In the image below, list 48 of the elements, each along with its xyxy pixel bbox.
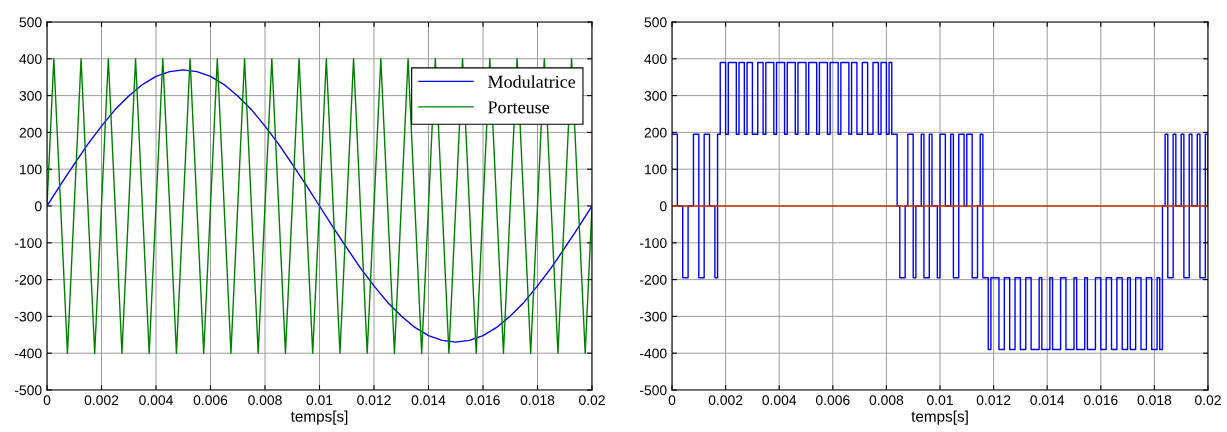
x-tick-label: 0.014: [411, 395, 446, 406]
y-tick-label: 200: [644, 127, 667, 138]
y-tick-label: 500: [19, 17, 42, 28]
y-tick-label: -400: [14, 348, 42, 359]
x-tick-label: 0.014: [1030, 395, 1065, 406]
y-tick-label: -500: [639, 385, 667, 396]
y-tick-label: 400: [644, 54, 667, 64]
x-tick-label: 0.02: [579, 395, 605, 406]
x-tick-label: 0.01: [927, 395, 953, 406]
x-tick-label: 0.018: [520, 395, 555, 406]
x-tick-label: 0.012: [357, 395, 391, 406]
x-tick-label: 0.002: [84, 395, 119, 406]
y-tick-label: -500: [14, 385, 42, 396]
x-axis-title: temps[s]: [911, 410, 968, 425]
x-tick-label: 0.002: [708, 395, 743, 406]
x-tick-label: 0.018: [1137, 395, 1172, 406]
x-tick-label: 0.016: [466, 395, 500, 406]
y-tick-label: -400: [639, 348, 667, 359]
x-tick-label: 0.004: [139, 395, 173, 406]
y-tick-label: 300: [19, 90, 42, 101]
y-tick-label: -200: [639, 274, 667, 285]
x-tick-label: 0.006: [193, 395, 228, 406]
y-tick-label: 500: [644, 17, 667, 28]
x-axis-title: temps[s]: [290, 410, 348, 425]
y-tick-label: 400: [19, 54, 42, 64]
y-tick-label: -200: [14, 274, 42, 285]
y-tick-label: 100: [645, 164, 667, 175]
x-tick-label: 0.004: [762, 395, 797, 406]
x-tick-label: 0.016: [1083, 395, 1118, 406]
y-tick-label: -100: [639, 238, 667, 248]
legend-label: Porteuse: [488, 101, 550, 114]
legend-label: Modulatrice: [488, 75, 576, 88]
y-tick-label: 200: [19, 127, 42, 138]
y-tick-label: 300: [644, 90, 667, 101]
x-tick-label: 0: [43, 395, 51, 406]
y-tick-label: -300: [639, 311, 667, 322]
x-tick-label: 0: [668, 395, 676, 406]
x-tick-label: 0.02: [1195, 395, 1221, 406]
x-tick-label: 0.01: [306, 395, 333, 406]
x-tick-label: 0.006: [815, 395, 850, 406]
y-tick-label: 0: [659, 201, 667, 212]
y-tick-label: 0: [34, 201, 42, 212]
x-tick-label: 0.008: [248, 395, 282, 406]
y-tick-label: -100: [14, 238, 42, 248]
y-tick-label: 100: [20, 164, 42, 175]
x-tick-label: 0.008: [869, 395, 904, 406]
y-tick-label: -300: [14, 311, 42, 322]
x-tick-label: 0.012: [976, 395, 1011, 406]
